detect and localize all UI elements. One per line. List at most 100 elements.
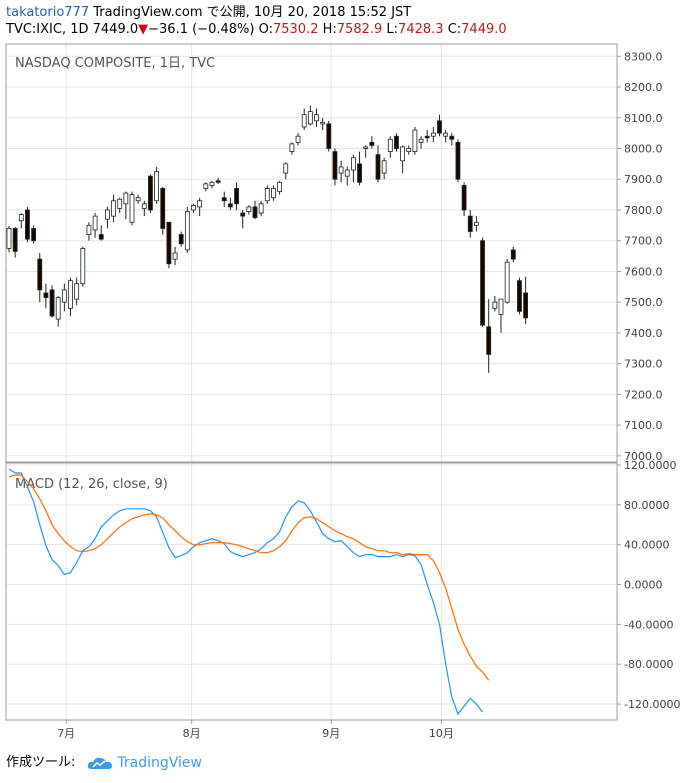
candle-up <box>18 214 24 222</box>
time-axis[interactable]: 7月 8月 9月 10月 <box>57 720 454 740</box>
candle-up <box>141 203 147 209</box>
macd-tick-label: 40.0000 <box>624 539 670 552</box>
candle-down <box>510 249 516 260</box>
candle-up <box>295 135 301 143</box>
price-pane-border <box>5 43 618 463</box>
candle-up <box>283 163 289 174</box>
candle-up <box>68 280 73 309</box>
macd-pane-title: MACD (12, 26, close, 9) <box>15 477 168 492</box>
candle-up <box>172 252 178 260</box>
candle-down <box>461 184 467 211</box>
time-tick-label: 9月 <box>322 727 340 740</box>
footer: 作成ツール: TradingView <box>6 754 202 772</box>
candle-up <box>344 169 350 177</box>
price-tick-label: 7000.0 <box>624 450 663 463</box>
time-tick-label: 7月 <box>57 727 75 740</box>
candle-up <box>61 289 67 303</box>
candle-up <box>197 200 203 208</box>
macd-pane-border <box>5 462 618 721</box>
candle-up <box>400 146 406 162</box>
candle-up <box>473 221 479 226</box>
price-tick-label: 7200.0 <box>624 388 663 401</box>
symbol-line: TVC:IXIC, 1D 7449.0▼−36.1 (−0.48%) O:753… <box>6 21 507 38</box>
price-change: −36.1 (−0.48%) <box>148 22 255 37</box>
candle-up <box>412 129 418 152</box>
candle-up <box>492 301 498 309</box>
price-tick-label: 7500.0 <box>624 296 663 309</box>
high-value: 7582.9 <box>336 22 383 37</box>
candle-up <box>80 247 86 285</box>
price-tick-label: 7900.0 <box>624 173 663 186</box>
chart-header: takatorio777 TradingView.com で公開, 10月 20… <box>6 4 507 38</box>
low-value: 7428.3 <box>398 22 444 37</box>
candle-down <box>486 326 492 355</box>
price-tick-label: 8000.0 <box>624 143 663 156</box>
candle-up <box>154 171 160 202</box>
price-axis[interactable]: 8300.0 8200.0 8100.0 8000.0 7900.0 7800.0 7700… <box>617 50 663 463</box>
close-value: 7449.0 <box>461 22 507 37</box>
macd-tick-label: -120.0000 <box>624 698 680 711</box>
tradingview-brand-link[interactable]: TradingView <box>117 755 202 771</box>
price-tick-label: 8300.0 <box>624 50 663 63</box>
macd-axis[interactable]: 120.0000 80.0000 40.0000 0.0000 -40.0000 -80.… <box>617 459 680 711</box>
candle-down <box>12 228 18 252</box>
candle-down <box>98 234 104 240</box>
candle-down <box>437 120 442 134</box>
candle-down <box>517 280 522 312</box>
candle-down <box>326 123 332 149</box>
time-tick-label: 8月 <box>183 727 201 740</box>
publish-info: TradingView.com で公開, 10月 20, 2018 15:52 … <box>93 5 412 20</box>
price-tick-label: 8200.0 <box>624 81 663 94</box>
candle-down <box>49 289 55 317</box>
candle-down <box>467 215 473 232</box>
candle-down <box>455 141 461 180</box>
price-tick-label: 7100.0 <box>624 419 663 432</box>
candle-up <box>86 224 92 235</box>
candle-up <box>92 215 98 231</box>
candle-up <box>430 132 436 137</box>
candle-up <box>406 148 412 152</box>
candle-up <box>203 183 209 189</box>
candle-up <box>350 157 356 171</box>
candle-down <box>148 175 153 211</box>
candle-up <box>74 283 80 300</box>
high-label: H: <box>322 22 337 37</box>
down-triangle-icon: ▼ <box>138 22 149 37</box>
candle-up <box>117 198 123 209</box>
open-value: 7530.2 <box>272 22 319 37</box>
price-tick-label: 7400.0 <box>624 327 663 340</box>
candle-up <box>105 209 110 220</box>
candle-down <box>215 180 221 183</box>
candle-up <box>191 204 196 211</box>
candle-up <box>387 138 393 152</box>
price-pane-title: NASDAQ COMPOSITE, 1日, TVC <box>15 56 215 71</box>
candle-up <box>314 114 319 122</box>
candle-down <box>227 203 233 208</box>
candle-down <box>166 221 172 265</box>
price-tick-label: 7700.0 <box>624 235 663 248</box>
candle-up <box>184 211 190 251</box>
candle-up <box>55 297 61 320</box>
candle-down <box>369 141 375 146</box>
candle-up <box>443 132 449 137</box>
signal-line <box>8 474 490 681</box>
candle-up <box>6 228 12 249</box>
made-with-label: 作成ツール: <box>6 755 76 770</box>
candle-up <box>307 111 313 125</box>
candle-up <box>111 200 116 217</box>
author-link[interactable]: takatorio777 <box>6 5 90 20</box>
last-price: 7449.0 <box>92 22 139 37</box>
candle-down <box>357 163 362 183</box>
candle-up <box>363 146 369 149</box>
open-label: O: <box>258 22 273 37</box>
tradingview-cloud-icon <box>88 757 113 769</box>
candle-up <box>209 181 215 186</box>
macd-tick-label: -80.0000 <box>624 658 673 671</box>
candle-down <box>160 188 166 229</box>
publish-line: takatorio777 TradingView.com で公開, 10月 20… <box>6 4 507 21</box>
symbol-label: TVC:IXIC, 1D <box>6 22 89 37</box>
candle-down <box>480 240 485 326</box>
candle-up <box>271 188 276 199</box>
candle-up <box>277 181 283 192</box>
